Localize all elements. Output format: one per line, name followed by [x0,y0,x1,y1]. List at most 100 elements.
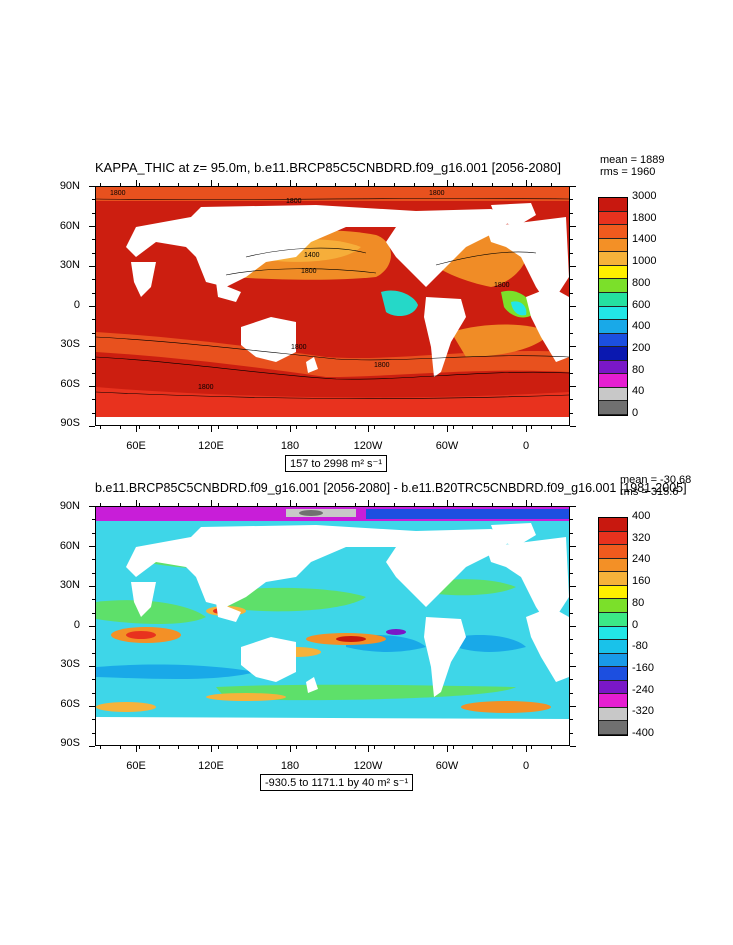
colorbar-swatch [599,531,627,546]
axis-tick [570,292,573,294]
axis-tick [511,426,513,429]
panel1-satl-band [451,324,551,357]
axis-tick [447,746,448,752]
axis-tick [452,183,454,186]
colorbar-swatch [599,640,627,654]
axis-tick [92,679,95,681]
axis-tick [570,279,573,281]
axis-tick [217,503,219,506]
colorbar-swatch [599,585,627,600]
colorbar-swatch [599,360,627,375]
axis-tick [570,532,573,534]
colorbar-label: 80 [632,363,645,376]
axis-tick [550,503,552,506]
axis-tick [92,266,95,267]
axis-tick [296,183,297,186]
panel2-lon-label: 60E [126,760,146,772]
panel1-lat-label: 60N [59,220,80,232]
axis-tick [256,503,258,506]
panel1-eatl-mix2 [511,301,527,316]
axis-tick [136,500,137,506]
axis-tick [92,399,95,401]
axis-tick [256,183,258,186]
panel1-range-text: 157 to 2998 m² s⁻¹ [290,458,383,470]
axis-tick [100,183,101,186]
colorbar-swatch [599,333,627,348]
axis-tick [570,732,573,734]
axis-tick [413,746,415,749]
colorbar-label: 400 [632,510,651,522]
axis-tick [158,503,160,506]
axis-tick [526,426,527,432]
panel2-map [95,506,570,746]
axis-tick [211,500,212,506]
colorbar-swatch [599,667,627,681]
panel2-colorbar [598,517,628,736]
axis-tick [570,319,573,321]
axis-tick [570,252,573,254]
panel1-contour-label: 1800 [291,344,307,351]
axis-tick [570,399,573,401]
axis-tick [570,546,576,547]
axis-tick [100,426,101,429]
colorbar-swatch [599,599,627,613]
panel1-colorbar [598,197,628,416]
axis-tick [92,639,95,641]
axis-tick [570,666,573,667]
axis-tick [433,746,435,749]
axis-tick [447,500,448,506]
axis-tick [511,503,513,506]
colorbar-swatch [599,198,627,212]
axis-tick [276,503,278,506]
axis-tick [368,180,369,186]
axis-tick [198,426,199,429]
axis-tick [447,426,448,432]
colorbar-swatch [599,653,627,668]
axis-tick [92,292,95,294]
colorbar-swatch [599,225,627,239]
axis-tick [570,746,573,747]
axis-tick [276,183,278,186]
axis-tick [570,586,576,587]
axis-tick [92,252,95,254]
axis-tick [92,506,95,507]
panel2-blue-patches [96,635,526,680]
axis-tick [374,183,376,186]
axis-tick [531,426,533,429]
axis-tick [198,503,199,506]
axis-tick [570,372,573,374]
colorbar-swatch [599,265,627,280]
panel1-contour-label: 1800 [374,362,390,369]
colorbar-label: 1000 [632,255,657,268]
axis-tick [492,426,493,429]
axis-tick [335,183,337,186]
panel1-arctic-band [96,187,569,201]
axis-tick [178,183,180,186]
axis-tick [276,426,278,429]
colorbar-swatch [599,306,627,321]
colorbar-label: -240 [632,683,655,696]
panel2-range-text: -930.5 to 1171.1 by 40 m² s⁻¹ [265,777,409,789]
colorbar-swatch [599,694,627,708]
colorbar-swatch [599,518,627,532]
axis-tick [158,183,160,186]
panel1-lat-label: 60S [60,378,80,390]
colorbar-label: 240 [632,553,651,566]
axis-tick [374,426,376,429]
axis-tick [472,503,474,506]
colorbar-label: 3000 [632,190,657,202]
axis-tick [211,180,212,186]
axis-tick [290,426,291,432]
axis-tick [492,746,493,749]
axis-tick [531,746,533,749]
panel1-lon-label: 120W [353,440,383,452]
panel2-title: b.e11.BRCP85C5CNBDRD.f09_g16.001 [2056-2… [95,481,687,495]
axis-tick [237,503,239,506]
colorbar-label: 320 [632,531,651,544]
axis-tick [570,612,573,614]
axis-tick [92,332,95,334]
axis-tick [290,746,291,752]
colorbar-label: 400 [632,320,651,333]
panel2-mean: mean = -30.68 [620,474,692,486]
panel1-lat-label: 90N [59,180,80,192]
